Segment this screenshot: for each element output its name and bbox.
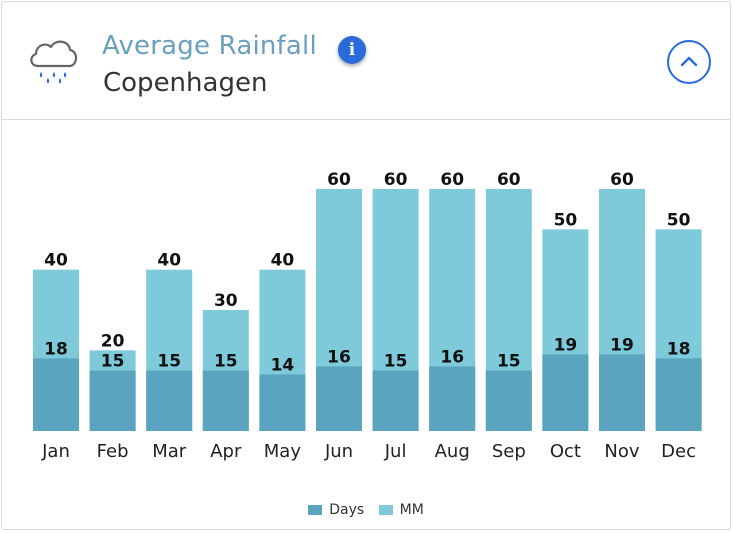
tick-label-jul: Jul <box>384 441 407 462</box>
legend-item-mm[interactable]: MM <box>378 502 424 518</box>
chart-title: Average Rainfall <box>102 31 317 61</box>
tick-label-nov: Nov <box>604 441 639 462</box>
tick-label-dec: Dec <box>661 441 696 462</box>
legend-label-mm: MM <box>399 502 424 518</box>
bar-days-jul <box>372 370 419 431</box>
bar-days-oct <box>542 354 589 431</box>
bar-days-jun <box>316 366 362 431</box>
chevron-up-icon <box>680 56 698 67</box>
label-days-mar: 15 <box>157 352 181 372</box>
label-days-apr: 15 <box>214 352 238 372</box>
label-mm-jul: 60 <box>384 170 408 190</box>
legend-swatch-days <box>308 505 323 515</box>
tick-label-jan: Jan <box>41 441 70 462</box>
label-mm-sep: 60 <box>497 170 521 190</box>
label-days-nov: 19 <box>610 335 634 355</box>
label-days-oct: 19 <box>554 335 578 355</box>
tick-label-apr: Apr <box>210 441 242 462</box>
legend-label-days: Days <box>329 502 365 518</box>
label-days-may: 14 <box>271 356 295 376</box>
tick-label-oct: Oct <box>550 441 581 462</box>
collapse-button[interactable] <box>667 40 711 84</box>
bar-days-aug <box>429 366 476 431</box>
legend-swatch-mm <box>378 505 393 515</box>
tick-label-aug: Aug <box>435 441 470 462</box>
label-mm-mar: 40 <box>157 251 181 271</box>
rainfall-chart: 4018Jan2015Feb4015Mar3015Apr4014May6016J… <box>33 170 702 462</box>
tick-label-jun: Jun <box>324 441 353 462</box>
tick-label-mar: Mar <box>152 441 187 462</box>
label-mm-feb: 20 <box>101 331 125 351</box>
label-days-jan: 18 <box>44 339 68 359</box>
label-days-feb: 15 <box>101 352 125 372</box>
label-mm-aug: 60 <box>440 170 464 190</box>
rain-cloud-icon <box>30 40 78 84</box>
tick-label-may: May <box>264 441 302 462</box>
label-mm-apr: 30 <box>214 291 238 311</box>
bar-days-dec <box>655 358 702 431</box>
info-icon[interactable]: i <box>338 36 366 64</box>
label-mm-may: 40 <box>271 251 295 271</box>
chart-legend: Days MM <box>2 502 730 519</box>
card-header: Average Rainfall Copenhagen i <box>2 2 730 120</box>
label-mm-jan: 40 <box>44 251 68 271</box>
bar-days-nov <box>599 354 645 431</box>
label-days-aug: 16 <box>440 347 464 367</box>
label-days-sep: 15 <box>497 352 521 372</box>
tick-label-feb: Feb <box>97 441 129 462</box>
chart-subtitle: Copenhagen <box>103 68 268 98</box>
label-mm-nov: 60 <box>610 170 634 190</box>
bar-days-apr <box>202 370 249 431</box>
label-mm-oct: 50 <box>554 210 578 230</box>
label-days-dec: 18 <box>667 339 691 359</box>
label-days-jul: 15 <box>384 352 408 372</box>
bar-days-mar <box>146 370 193 431</box>
label-mm-dec: 50 <box>667 210 691 230</box>
legend-item-days[interactable]: Days <box>308 502 364 518</box>
bar-days-feb <box>89 370 136 431</box>
tick-label-sep: Sep <box>492 441 526 462</box>
bar-days-may <box>259 374 306 431</box>
label-days-jun: 16 <box>327 347 351 367</box>
bar-days-jan <box>33 358 79 431</box>
bar-days-sep <box>485 370 532 431</box>
label-mm-jun: 60 <box>327 170 351 190</box>
